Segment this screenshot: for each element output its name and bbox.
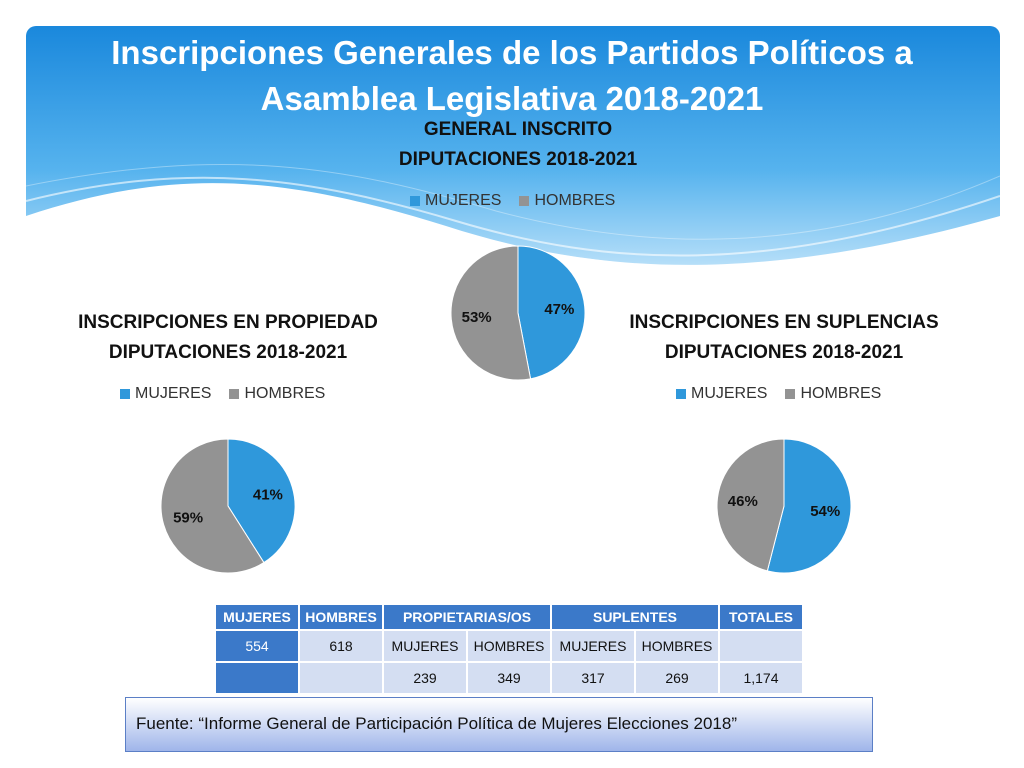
page-title-line1: Inscripciones Generales de los Partidos … [111,34,913,71]
table-header-cell: PROPIETARIAS/OS [382,603,552,631]
table-cell: HOMBRES [634,629,720,663]
pie-label-hombres: 59% [173,510,203,527]
chart-suplencias-title-line1: INSCRIPCIONES EN SUPLENCIAS [629,312,939,333]
table-header-cell: HOMBRES [298,603,384,631]
table-header-cell: TOTALES [718,603,804,631]
chart-suplencias-title-line2: DIPUTACIONES 2018-2021 [664,342,904,363]
table-cell [214,661,300,695]
source-box: Fuente: “Informe General de Participació… [125,697,873,752]
page-title: Inscripciones Generales de los Partidos … [0,30,1024,122]
table-header-row: MUJERES HOMBRES PROPIETARIAS/OS SUPLENTE… [214,603,804,631]
chart-propiedad-title: INSCRIPCIONES EN PROPIEDAD DIPUTACIONES … [28,308,428,368]
table-cell: 239 [382,661,468,695]
table-cell: MUJERES [382,629,468,663]
legend-label-hombres: HOMBRES [244,385,326,402]
summary-table: MUJERES HOMBRES PROPIETARIAS/OS SUPLENTE… [214,603,804,695]
table-cell: HOMBRES [466,629,552,663]
pie-slice-hombres [716,438,785,572]
table-cell: 554 [214,629,300,663]
legend-label-mujeres: MUJERES [691,385,768,402]
table-cell: 618 [298,629,384,663]
legend-label-mujeres: MUJERES [425,192,502,209]
chart-propiedad-legend: MUJERES HOMBRES [120,385,343,403]
legend-label-mujeres: MUJERES [135,385,212,402]
pie-propiedad: 41% 59% [160,438,296,574]
legend-swatch-hombres [785,389,796,399]
chart-general-title-line1: GENERAL INSCRITO [423,119,613,140]
pie-suplencias: 54% 46% [716,438,852,574]
header-banner [26,26,1000,288]
chart-suplencias-legend: MUJERES HOMBRES [676,385,899,403]
pie-slice-hombres [160,438,265,574]
table-row: 239 349 317 269 1,174 [214,661,804,695]
legend-label-hombres: HOMBRES [800,385,882,402]
table-header-cell: SUPLENTES [550,603,720,631]
chart-general-legend: MUJERES HOMBRES [410,192,633,210]
table-cell [298,661,384,695]
table-cell: MUJERES [550,629,636,663]
wave-background [26,26,1000,288]
pie-label-mujeres: 54% [810,503,840,520]
chart-suplencias-title: INSCRIPCIONES EN SUPLENCIAS DIPUTACIONES… [584,308,984,368]
legend-swatch-mujeres [120,389,130,399]
pie-label-hombres: 46% [728,493,758,510]
chart-general-title: GENERAL INSCRITO DIPUTACIONES 2018-2021 [318,115,718,175]
legend-swatch-mujeres [676,389,686,399]
table-cell: 269 [634,661,720,695]
chart-general-title-line2: DIPUTACIONES 2018-2021 [398,149,638,170]
pie-label-mujeres: 47% [544,301,574,318]
table-header-cell: MUJERES [214,603,300,631]
pie-slice-mujeres [517,245,586,380]
pie-label-mujeres: 41% [253,486,283,503]
legend-swatch-mujeres [410,196,420,206]
page-title-line2: Asamblea Legislativa 2018-2021 [260,80,764,117]
pie-slice-mujeres [766,438,852,574]
chart-propiedad-title-line2: DIPUTACIONES 2018-2021 [108,342,348,363]
legend-swatch-hombres [519,196,530,206]
table-cell: 1,174 [718,661,804,695]
pie-general: 47% 53% [450,245,586,381]
table-cell: 317 [550,661,636,695]
chart-propiedad-title-line1: INSCRIPCIONES EN PROPIEDAD [78,312,378,333]
table-cell [718,629,804,663]
pie-slice-hombres [450,245,532,381]
table-cell: 349 [466,661,552,695]
legend-label-hombres: HOMBRES [534,192,616,209]
source-text: Fuente: “Informe General de Participació… [136,714,737,733]
pie-label-hombres: 53% [462,309,492,326]
legend-swatch-hombres [229,389,240,399]
table-row: 554 618 MUJERES HOMBRES MUJERES HOMBRES [214,629,804,663]
